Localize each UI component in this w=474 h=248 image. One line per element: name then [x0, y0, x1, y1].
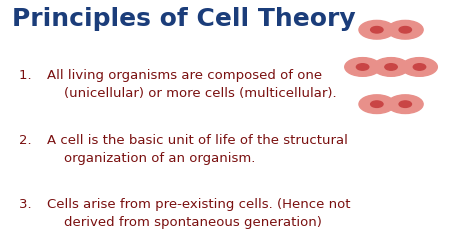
Text: All living organisms are composed of one
    (unicellular) or more cells (multic: All living organisms are composed of one… — [47, 69, 337, 100]
Circle shape — [387, 95, 423, 114]
Circle shape — [356, 64, 369, 70]
Text: 3.: 3. — [19, 198, 40, 211]
Circle shape — [359, 95, 395, 114]
Text: Principles of Cell Theory: Principles of Cell Theory — [12, 7, 356, 31]
Circle shape — [399, 27, 411, 33]
Circle shape — [401, 58, 438, 76]
Text: Cells arise from pre-existing cells. (Hence not
    derived from spontaneous gen: Cells arise from pre-existing cells. (He… — [47, 198, 351, 229]
Circle shape — [371, 101, 383, 107]
Circle shape — [371, 27, 383, 33]
Text: 1.: 1. — [19, 69, 40, 82]
Circle shape — [359, 20, 395, 39]
Text: 2.: 2. — [19, 134, 40, 147]
Circle shape — [385, 64, 397, 70]
Circle shape — [413, 64, 426, 70]
Text: A cell is the basic unit of life of the structural
    organization of an organi: A cell is the basic unit of life of the … — [47, 134, 348, 165]
Circle shape — [373, 58, 409, 76]
Circle shape — [345, 58, 381, 76]
Circle shape — [387, 20, 423, 39]
Circle shape — [399, 101, 411, 107]
